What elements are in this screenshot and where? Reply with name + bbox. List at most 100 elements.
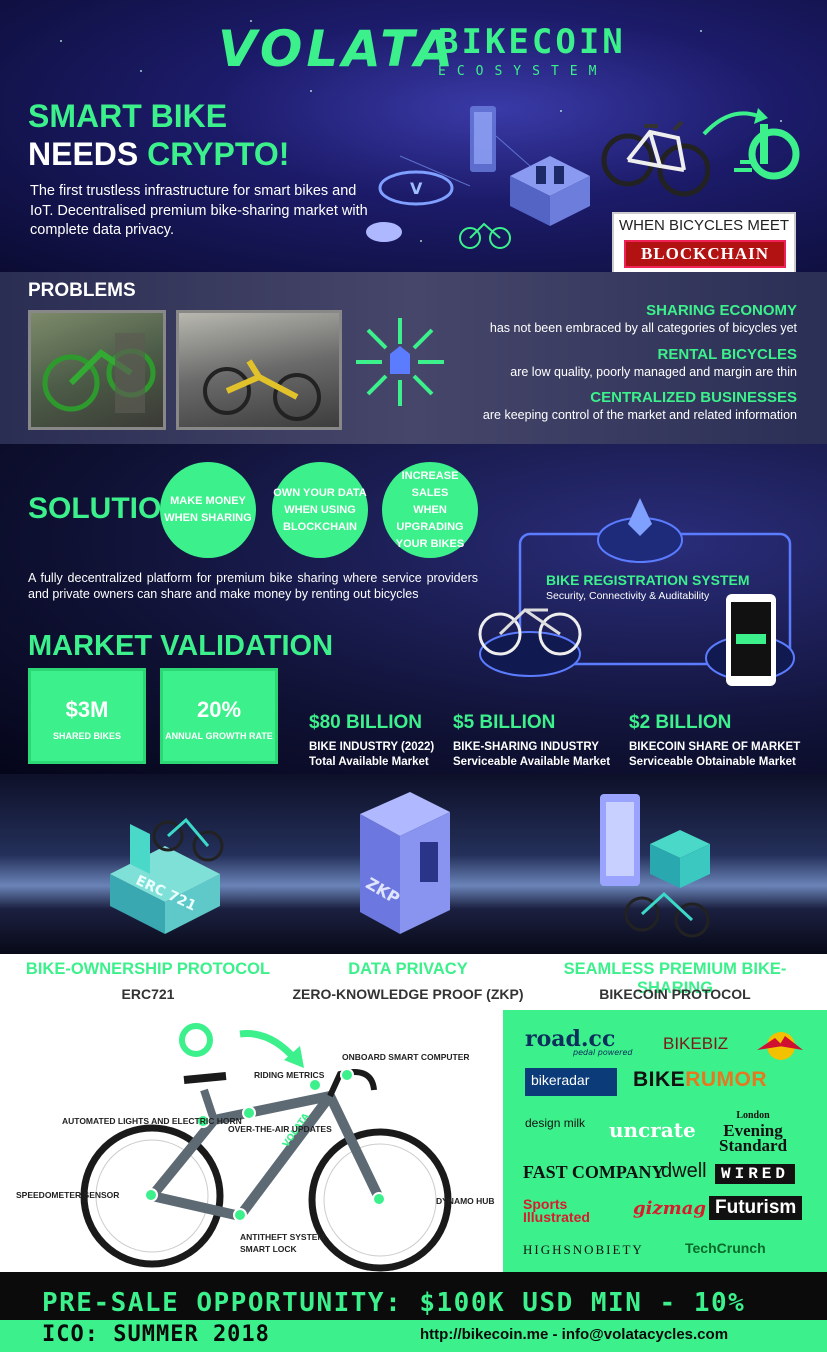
problems-title: PROBLEMS (28, 280, 136, 301)
ota-dot (242, 1106, 256, 1120)
problem-rental-text: are low quality, poorly managed and marg… (510, 365, 797, 379)
stat-line: BIKECOIN SHARE OF MARKET (629, 741, 801, 753)
stat-sam-label: BIKE-SHARING INDUSTRY Serviceable Availab… (453, 740, 610, 770)
problem-rental-heading: RENTAL BICYCLES (657, 346, 797, 363)
logo-designmilk: design milk (525, 1116, 586, 1130)
headline-needs: NEEDS (28, 136, 148, 172)
stat-tam-value: $80 BILLION (309, 712, 422, 733)
dynamo-dot (372, 1192, 386, 1206)
market-validation-title: MARKET VALIDATION (28, 630, 334, 662)
label-lights: AUTOMATED LIGHTS AND ELECTRIC HORN (62, 1116, 242, 1126)
market-box-shared-bikes: $3M SHARED BIKES (28, 668, 146, 764)
benefit-circle-money: MAKE MONEY WHEN SHARING (160, 462, 256, 558)
stat-sam-value: $5 BILLION (453, 712, 556, 733)
solution-title: SOLUTION (28, 492, 183, 525)
ico-bar: ICO: SUMMER 2018 http://bikecoin.me - in… (0, 1320, 827, 1352)
market-box-growth-rate: 20% ANNUAL GROWTH RATE (160, 668, 278, 764)
benefit-line: WHEN USING (284, 503, 356, 516)
registration-subtitle: Security, Connectivity & Auditability (546, 590, 710, 602)
logo-bikebiz: BIKEBIZ (663, 1034, 729, 1053)
bikerumor-a: BIKE (633, 1068, 686, 1091)
market-box-value: 20% (196, 697, 242, 722)
volata-logo: VOLATA (218, 20, 458, 78)
label-ota: OVER-THE-AIR UPDATES (228, 1124, 332, 1134)
label-speedometer: SPEEDOMETER SENSOR (16, 1190, 120, 1200)
hero-description: The first trustless infrastructure for s… (30, 183, 368, 238)
blockchain-stamp: BLOCKCHAIN (624, 240, 786, 268)
bikesharing-illustration (600, 794, 710, 938)
evening-line: Standard (719, 1136, 788, 1155)
problem-sharing-heading: SHARING ECONOMY (646, 302, 797, 319)
protocol-sharing-sub: BIKECOIN PROTOCOL (599, 986, 751, 1002)
logo-highsnobiety: HIGHSNOBIETY (523, 1242, 644, 1257)
benefit-line: OWN YOUR DATA (273, 486, 367, 499)
decentralized-arrows-icon (356, 318, 444, 406)
protocol-illustrations: ERC 721 ZKP (0, 774, 827, 954)
problem-centralized-text: are keeping control of the market and re… (482, 408, 797, 422)
logo-roadcc: road.cc (525, 1026, 616, 1052)
problem-centralized-heading: CENTRALIZED BUSINESSES (590, 389, 797, 406)
problems-section: PROBLEMS SHARING ECONOMY has not been em… (0, 272, 827, 444)
solution-description: A fully decentralized platform for premi… (28, 571, 478, 601)
benefit-line: WHEN SHARING (164, 512, 252, 524)
label-antitheft: ANTITHEFT SYSTEM (240, 1232, 325, 1242)
hero-section: VOLATA BIKECOIN ECOSYSTEM SMART BIKE NEE… (0, 0, 827, 272)
contact-info[interactable]: http://bikecoin.me - info@volatacycles.c… (420, 1326, 729, 1343)
headline-crypto: CRYPTO! (147, 136, 290, 172)
zkp-illustration: ZKP (360, 792, 450, 934)
benefit-circle-sales: INCREASE SALES WHEN UPGRADING YOUR BIKES (382, 462, 478, 558)
bikecoin-arrow-icon (702, 108, 800, 180)
abandoned-bike-photo-1 (28, 310, 166, 430)
problem-sharing-text: has not been embraced by all categories … (489, 321, 797, 335)
svg-text:V: V (410, 179, 423, 198)
logo-evening-standard: London Evening Standard (719, 1108, 788, 1155)
registration-system-illustration (478, 498, 795, 686)
ecosystem-label: ECOSYSTEM (438, 64, 608, 79)
evening-line: Evening (723, 1121, 783, 1140)
smart-bike-diagram: VOLATA ONBOARD SMART COMPUTER RIDING MET… (0, 1010, 503, 1272)
label-smart-lock: SMART LOCK (240, 1244, 297, 1254)
logo-sports-illustrated: Sports Illustrated (523, 1196, 590, 1225)
smart-bike-illustration: VOLATA (80, 1023, 452, 1272)
logo-dwell: dwell (661, 1160, 707, 1182)
press-logos-section: road.cc pedal powered BIKEBIZ bikeradar … (503, 1010, 827, 1272)
sports-line: Sports (523, 1196, 568, 1212)
logo-uncrate: uncrate (609, 1118, 696, 1142)
evening-line: London (736, 1110, 770, 1121)
benefit-line: YOUR BIKES (395, 537, 465, 550)
bikeradar-text: bikeradar (531, 1072, 590, 1088)
footer-section: PRE-SALE OPPORTUNITY: $100K USD MIN - 10… (0, 1272, 827, 1352)
stat-tam-label: BIKE INDUSTRY (2022) Total Available Mark… (309, 740, 434, 770)
logo-gizmag: gizmag (633, 1198, 706, 1219)
benefit-line: BLOCKCHAIN (283, 520, 357, 533)
label-onboard: ONBOARD SMART COMPUTER (342, 1052, 470, 1062)
bikecoin-logo: BIKECOIN (438, 22, 626, 62)
benefit-circle-data: OWN YOUR DATA WHEN USING BLOCKCHAIN (272, 462, 368, 558)
logo-wired: WIRED (715, 1164, 796, 1184)
headline-needs-crypto: NEEDS CRYPTO! (28, 136, 289, 173)
bikerumor-b: RUMOR (685, 1068, 768, 1091)
redbull-icon (757, 1032, 803, 1060)
logo-bikeradar: bikeradar (525, 1068, 617, 1096)
protocol-privacy-sub: ZERO-KNOWLEDGE PROOF (ZKP) (292, 986, 524, 1002)
logo-fastcompany: FAST COMPANY (523, 1162, 665, 1182)
stat-line: Total Available Market (309, 756, 429, 768)
market-box-value: $3M (65, 697, 109, 722)
logo-futurism: Futurism (709, 1196, 803, 1220)
benefit-line: INCREASE SALES (401, 469, 459, 499)
stat-som-label: BIKECOIN SHARE OF MARKET Serviceable Obta… (629, 740, 800, 770)
infrastructure-illustration: V (366, 106, 590, 249)
stat-line: BIKE INDUSTRY (2022) (309, 741, 435, 753)
registration-title: BIKE REGISTRATION SYSTEM (546, 572, 750, 588)
erc721-illustration: ERC 721 (110, 817, 224, 934)
antitheft-dot (233, 1208, 247, 1222)
computer-dot (340, 1068, 354, 1082)
logo-bikerumor: BIKERUMOR (633, 1068, 767, 1092)
stat-som-value: $2 BILLION (629, 712, 732, 733)
protocol-privacy-heading: DATA PRIVACY (348, 960, 468, 978)
sports-line: Illustrated (523, 1209, 590, 1225)
protocol-ownership-heading: BIKE-OWNERSHIP PROTOCOL (25, 960, 271, 978)
blockchain-text: BLOCKCHAIN (640, 244, 770, 263)
protocol-sharing-heading: SEAMLESS PREMIUM BIKE-SHARING (563, 960, 787, 997)
stat-line: Serviceable Available Market (453, 756, 611, 768)
